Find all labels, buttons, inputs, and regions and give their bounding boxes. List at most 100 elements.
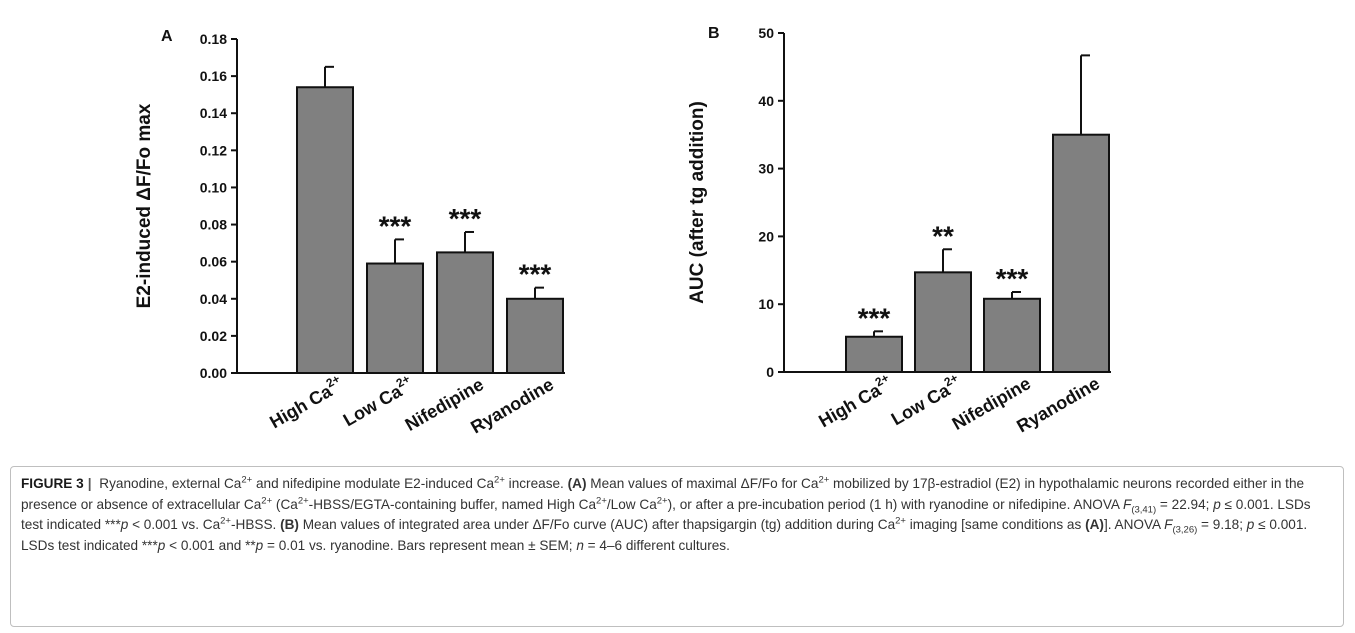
significance-marker: *** <box>379 210 412 241</box>
caption-segment: (A) <box>567 476 587 491</box>
y-tick-label: 0.04 <box>200 291 227 307</box>
error-bar <box>324 65 334 88</box>
bar-low-ca2- <box>366 262 424 374</box>
category-label-text: Low Ca <box>888 379 954 429</box>
category-label: High Ca2+ <box>265 372 347 433</box>
caption-segment: -HBSS. <box>230 517 281 532</box>
caption-separator: | <box>87 476 92 491</box>
chart-panel-a: A 0.00 0.02 0.04 0.06 0.08 0.10 0.12 0.14 0.16 0.1… <box>134 28 565 437</box>
caption-segment: and nifedipine modulate E2-induced Ca <box>252 476 495 491</box>
caption-segment: ]. ANOVA <box>1103 517 1165 532</box>
caption-segment: 2+ <box>241 474 253 486</box>
error-bar <box>873 330 883 337</box>
bar-high-ca2- <box>296 86 354 374</box>
bar-low-ca2- <box>914 271 972 374</box>
error-bar <box>942 248 952 273</box>
caption-segment: p <box>1213 496 1221 512</box>
error-bar <box>1011 290 1021 299</box>
y-tick-label: 0 <box>766 364 774 380</box>
error-bar <box>534 286 544 299</box>
y-tick-label: 0.08 <box>200 217 227 233</box>
caption-segment: 2+ <box>596 494 607 506</box>
caption-segment: Ryanodine, external Ca <box>95 476 242 491</box>
caption-segment: (B) <box>280 517 299 532</box>
caption-segment: p <box>1246 517 1255 532</box>
figure-label: FIGURE 3 <box>21 476 84 491</box>
caption-segment: < 0.001 vs. Ca <box>128 517 221 532</box>
caption-segment: Mean values of integrated area under ΔF/… <box>298 517 896 532</box>
caption-segment: = 0.01 vs. ryanodine. Bars represent mea… <box>263 537 577 553</box>
caption-segment: (3,26) <box>1172 524 1198 536</box>
y-tick-label: 0.12 <box>200 142 227 158</box>
caption-segment: Mean values of maximal ΔF/Fo for Ca <box>586 476 819 491</box>
category-label-text: High Ca <box>815 380 885 432</box>
caption-segment: F <box>1164 517 1173 532</box>
y-tick-label: 0.10 <box>200 179 227 195</box>
caption-segment: ≤ 0.001. LSDs test indicated *** <box>21 517 1308 553</box>
y-tick-label: 10 <box>758 296 774 312</box>
caption-segment: p <box>157 537 166 553</box>
error-bar <box>464 230 474 253</box>
significance-marker: *** <box>996 263 1029 294</box>
caption-segment: (Ca <box>272 496 298 512</box>
category-label-text: High Ca <box>266 381 336 433</box>
caption-segment: n <box>576 537 584 553</box>
caption-segment: increase. <box>504 476 568 491</box>
error-bar <box>1080 54 1090 135</box>
caption-segment: p <box>120 517 129 532</box>
caption-segment: 2+ <box>297 494 309 506</box>
caption-segment: = 9.18; <box>1197 517 1247 532</box>
caption-segment: (3,41) <box>1131 504 1157 516</box>
y-axis-label: E2-induced ΔF/Fo max <box>134 103 155 308</box>
error-bar <box>394 238 404 264</box>
figure-caption: FIGURE 3 | Ryanodine, external Ca2+ and n… <box>10 466 1344 627</box>
category-label-superscript: 2+ <box>873 371 892 390</box>
y-tick-label: 50 <box>758 25 774 41</box>
category-label-text: Low Ca <box>340 380 406 430</box>
bar-ryanodine <box>506 297 564 374</box>
panel-label: A <box>161 28 173 45</box>
caption-segment: 2+ <box>220 515 231 527</box>
caption-segment: mobilized by 17β-estradiol (E2) in hypot… <box>21 476 1305 512</box>
significance-marker: *** <box>858 302 891 333</box>
y-tick-label: 30 <box>758 161 774 177</box>
y-tick-label: 0.06 <box>200 254 227 270</box>
figure-charts: A 0.00 0.02 0.04 0.06 0.08 0.10 0.12 0.14 0.16 0.1… <box>134 25 1111 437</box>
caption-segment: p <box>255 537 264 553</box>
bar-high-ca2- <box>845 335 903 373</box>
caption-segment: ), or after a pre-incubation period (1 h… <box>667 496 1123 512</box>
y-tick-label: 0.00 <box>200 365 227 381</box>
y-tick-label: 20 <box>758 228 774 244</box>
caption-segment: = 22.94; <box>1156 496 1214 512</box>
caption-segment: -HBSS/EGTA-containing buffer, named High… <box>308 496 597 512</box>
caption-segment: imaging [same conditions as <box>905 517 1086 532</box>
caption-segment: 2+ <box>261 494 273 506</box>
y-axis-label: AUC (after tg addition) <box>687 101 708 304</box>
caption-segment: 2+ <box>895 515 906 527</box>
caption-segment: ≤ 0.001. LSDs test indicated *** <box>21 496 1311 533</box>
y-tick-label: 40 <box>758 93 774 109</box>
bar-ryanodine <box>1052 133 1110 373</box>
category-label: High Ca2+ <box>814 371 896 432</box>
caption-segment: 2+ <box>818 474 830 486</box>
category-label-superscript: 2+ <box>324 372 343 391</box>
y-tick-label: 0.16 <box>200 68 227 84</box>
caption-segment: 2+ <box>656 494 668 506</box>
bar-nifedipine <box>983 297 1041 373</box>
y-tick-label: 0.02 <box>200 328 227 344</box>
bar-nifedipine <box>436 251 494 374</box>
significance-marker: *** <box>519 259 552 290</box>
caption-segment: = 4–6 different cultures. <box>583 537 730 553</box>
caption-segment: F <box>1123 496 1132 512</box>
caption-text: Ryanodine, external Ca2+ and nifedipine … <box>21 474 1311 553</box>
y-tick-label: 0.14 <box>200 105 227 121</box>
significance-marker: *** <box>449 203 482 234</box>
caption-segment: < 0.001 and ** <box>165 537 256 553</box>
chart-panel-b: B 0 10 20 30 40 50 AUC (after tg addition) *** Hi… <box>687 25 1111 436</box>
y-tick-label: 0.18 <box>200 31 227 47</box>
significance-marker: ** <box>932 220 954 251</box>
caption-segment: (A) <box>1085 517 1104 532</box>
caption-segment: 2+ <box>494 474 505 486</box>
category-label-superscript: 2+ <box>394 372 413 391</box>
caption-segment: /Low Ca <box>606 496 657 512</box>
